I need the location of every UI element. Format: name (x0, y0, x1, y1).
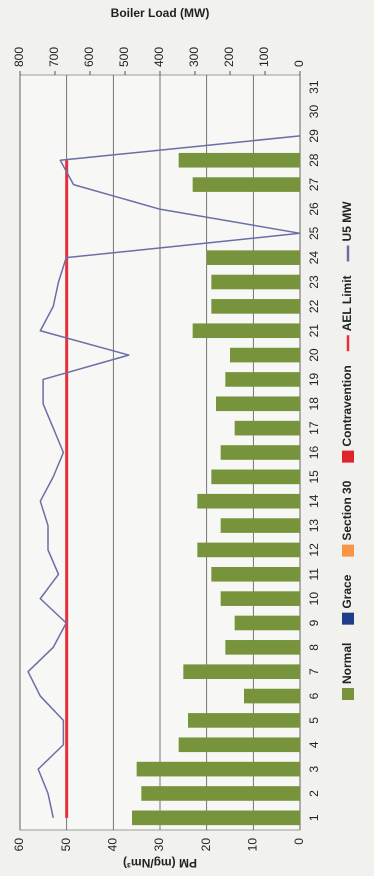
y2-tick-label: 100 (257, 47, 271, 67)
x-tick-label: 21 (307, 324, 321, 338)
bar (132, 810, 300, 826)
y-tick-label: 50 (59, 838, 73, 852)
bar (192, 323, 301, 339)
x-tick-label: 7 (307, 668, 321, 675)
bar (206, 250, 301, 265)
bar (211, 274, 300, 290)
x-tick-label: 9 (307, 619, 321, 626)
bar (141, 786, 300, 801)
bar (188, 713, 300, 728)
x-tick-label: 16 (307, 446, 321, 460)
x-tick-label: 13 (307, 519, 321, 533)
y2-tick-label: 200 (222, 47, 236, 67)
bar (211, 299, 300, 314)
bar (230, 347, 300, 363)
x-tick-label: 28 (307, 153, 321, 167)
x-tick-label: 15 (307, 470, 321, 484)
y2-tick-label: 0 (292, 60, 306, 67)
bar (211, 469, 300, 485)
bar (234, 615, 301, 631)
y2-tick-label: 400 (152, 47, 166, 67)
line (27, 135, 301, 818)
bar (244, 688, 300, 704)
bar (220, 518, 301, 533)
legend-swatch (342, 544, 354, 557)
y-tick-label: 60 (12, 838, 26, 852)
x-tick-label: 25 (307, 226, 321, 240)
legend-label: U5 MW (340, 201, 354, 242)
bar (220, 591, 301, 606)
bar (183, 664, 300, 679)
legend-label: Contravention (340, 365, 354, 446)
legend-swatch (342, 450, 354, 463)
y2-tick-label: 700 (47, 47, 61, 67)
bar (197, 493, 300, 509)
x-tick-label: 26 (307, 202, 321, 216)
bar (216, 396, 300, 412)
bar (178, 737, 301, 753)
x-tick-label: 31 (307, 80, 321, 94)
bar (192, 177, 301, 192)
x-tick-label: 24 (307, 251, 321, 265)
y2-tick-label: 300 (187, 47, 201, 67)
legend-label: Normal (340, 643, 354, 684)
y2-tick-label: 600 (82, 47, 96, 67)
rotated-chart: 01020304050600100200300400500600700800PM… (12, 6, 354, 870)
legend-label: AEL Limit (340, 275, 354, 331)
x-tick-label: 5 (307, 717, 321, 724)
y-tick-label: 40 (106, 838, 120, 852)
legend-label: Section 30 (340, 480, 354, 540)
y2-axis-title: Boiler Load (MW) (111, 6, 210, 20)
y-tick-label: 10 (246, 838, 260, 852)
bar (136, 761, 300, 777)
x-tick-label: 17 (307, 421, 321, 435)
x-tick-label: 3 (307, 765, 321, 772)
bar (225, 640, 300, 655)
x-tick-label: 6 (307, 692, 321, 699)
y-tick-label: 0 (292, 838, 306, 845)
bar (197, 542, 300, 558)
y-tick-label: 30 (152, 838, 166, 852)
legend-label: Grace (340, 574, 354, 608)
x-tick-label: 10 (307, 592, 321, 606)
legend-swatch (342, 612, 354, 625)
x-tick-label: 27 (307, 178, 321, 192)
x-tick-label: 20 (307, 348, 321, 362)
bar (225, 372, 300, 387)
x-tick-label: 11 (307, 568, 321, 581)
bar (220, 445, 301, 460)
x-tick-label: 22 (307, 299, 321, 313)
bar (211, 566, 300, 582)
x-tick-label: 18 (307, 397, 321, 411)
x-tick-label: 4 (307, 741, 321, 748)
x-tick-label: 19 (307, 372, 321, 386)
y2-tick-label: 500 (117, 47, 131, 67)
x-tick-label: 8 (307, 644, 321, 651)
x-tick-label: 2 (307, 790, 321, 797)
x-tick-label: 14 (307, 494, 321, 508)
y-tick-label: 20 (199, 838, 213, 852)
y-axis-title: PM (mg/Nm³) (123, 856, 197, 870)
x-tick-label: 1 (307, 814, 321, 821)
x-tick-label: 23 (307, 275, 321, 289)
x-tick-label: 30 (307, 105, 321, 119)
bar (178, 152, 301, 168)
x-tick-label: 29 (307, 129, 321, 143)
y2-tick-label: 800 (12, 47, 26, 67)
bar (234, 420, 301, 436)
legend-swatch (342, 688, 354, 700)
x-tick-label: 12 (307, 543, 321, 557)
